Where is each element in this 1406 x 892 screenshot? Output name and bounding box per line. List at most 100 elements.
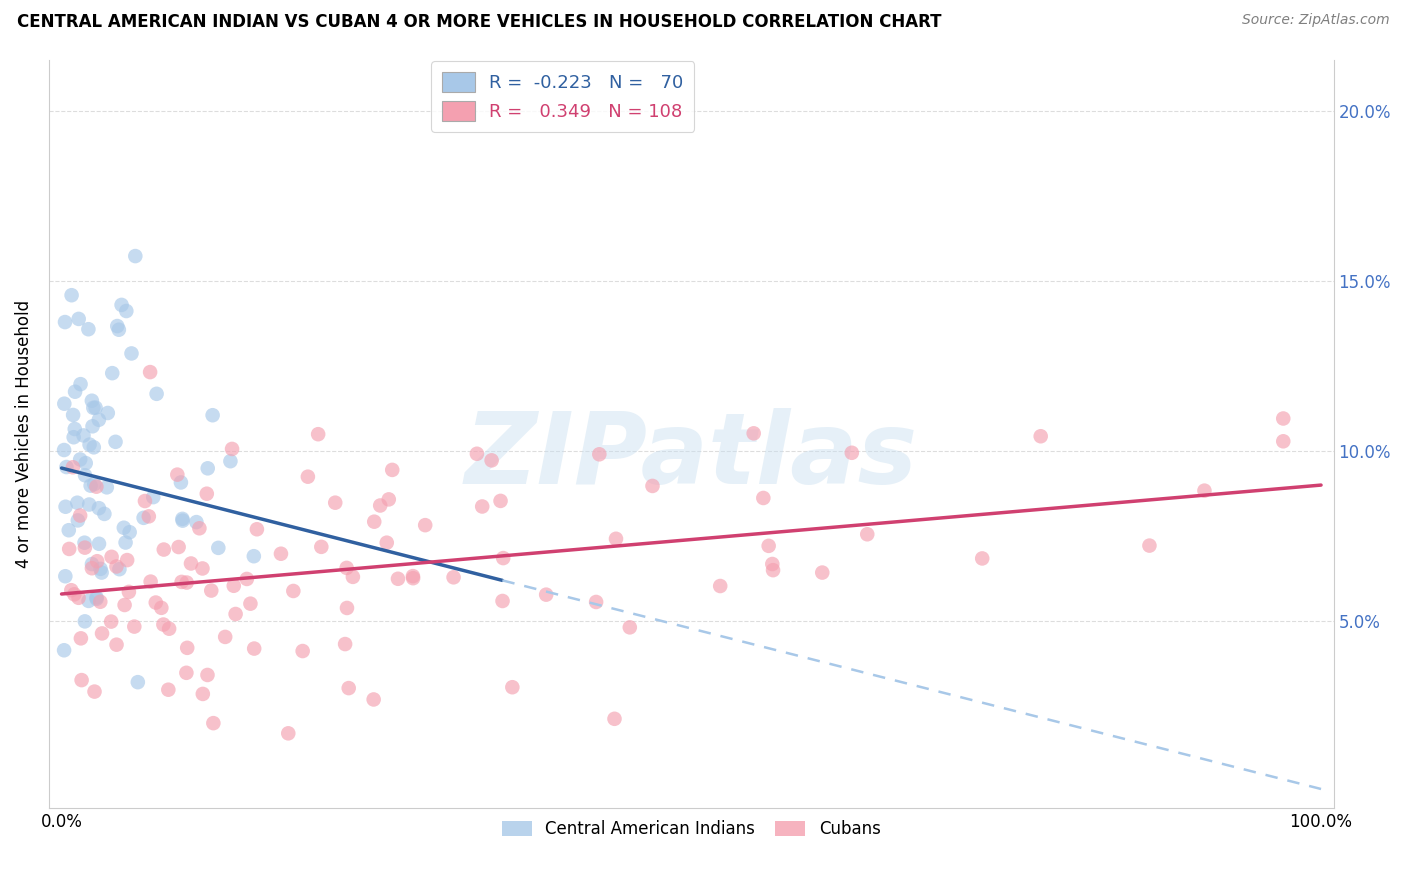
Point (491, 594, 513, 608)
Point (79, 478, 101, 492)
Point (841, 446, 863, 460)
Point (66, 496, 89, 510)
Point (110, 298, 132, 312)
Point (291, 644, 314, 658)
Point (73, 468, 96, 483)
Point (176, 640, 198, 655)
Point (742, 426, 765, 441)
Point (191, 561, 214, 575)
Point (243, 549, 266, 564)
Point (605, 532, 627, 546)
Point (86, 591, 108, 605)
Y-axis label: 4 or more Vehicles in Household: 4 or more Vehicles in Household (15, 300, 32, 568)
Point (70, 632, 93, 646)
Point (311, 540, 333, 554)
Point (197, 461, 219, 475)
Point (67, 591, 90, 605)
Point (89, 562, 111, 576)
Point (157, 682, 180, 697)
Point (83, 477, 105, 491)
Point (501, 680, 523, 694)
Point (73, 615, 96, 629)
Point (139, 365, 162, 379)
Point (66, 513, 89, 527)
Point (58, 523, 80, 537)
Point (62, 408, 84, 422)
Point (172, 514, 194, 528)
Point (336, 561, 359, 575)
Point (856, 527, 879, 541)
Point (172, 512, 194, 526)
Point (283, 584, 305, 599)
Point (277, 726, 299, 740)
Point (83, 684, 105, 698)
Point (142, 490, 165, 504)
Point (73, 535, 96, 549)
Point (118, 585, 141, 599)
Point (1029, 429, 1052, 443)
Point (336, 601, 359, 615)
Point (145, 387, 167, 401)
Point (761, 557, 783, 571)
Point (236, 572, 259, 586)
Point (180, 557, 202, 571)
Point (201, 408, 224, 422)
Point (77, 594, 100, 608)
Point (132, 511, 155, 525)
Point (91, 626, 114, 640)
Point (465, 447, 488, 461)
Point (79, 437, 101, 451)
Point (219, 454, 242, 468)
Point (588, 447, 610, 461)
Point (207, 541, 229, 555)
Point (100, 615, 122, 629)
Point (176, 665, 198, 680)
Point (62, 460, 84, 475)
Point (80, 561, 103, 575)
Point (60, 288, 83, 302)
Point (214, 630, 236, 644)
Point (86, 480, 108, 494)
Point (80, 557, 103, 571)
Point (69, 508, 91, 523)
Point (1139, 539, 1161, 553)
Point (368, 499, 391, 513)
Point (104, 434, 127, 449)
Point (60, 583, 83, 598)
Point (67, 312, 90, 326)
Point (108, 562, 131, 576)
Point (188, 521, 211, 535)
Point (69, 452, 91, 467)
Point (222, 579, 245, 593)
Point (58, 541, 80, 556)
Point (114, 598, 136, 612)
Point (97, 406, 120, 420)
Point (80, 393, 103, 408)
Point (471, 500, 494, 514)
Point (534, 588, 557, 602)
Text: ZIPatlas: ZIPatlas (465, 408, 918, 505)
Point (77, 498, 100, 512)
Point (63, 587, 86, 601)
Point (93, 507, 115, 521)
Point (402, 571, 425, 585)
Point (297, 469, 319, 483)
Point (138, 509, 160, 524)
Point (105, 638, 128, 652)
Point (762, 563, 785, 577)
Point (69, 377, 91, 392)
Point (709, 579, 731, 593)
Point (307, 427, 329, 442)
Point (101, 366, 124, 380)
Point (82, 401, 104, 415)
Point (53, 643, 76, 657)
Point (55, 460, 77, 475)
Text: Source: ZipAtlas.com: Source: ZipAtlas.com (1241, 13, 1389, 28)
Point (150, 600, 173, 615)
Point (84, 401, 107, 415)
Point (134, 494, 156, 508)
Point (170, 574, 193, 589)
Legend: Central American Indians, Cubans: Central American Indians, Cubans (495, 814, 887, 845)
Point (105, 559, 128, 574)
Point (333, 637, 356, 651)
